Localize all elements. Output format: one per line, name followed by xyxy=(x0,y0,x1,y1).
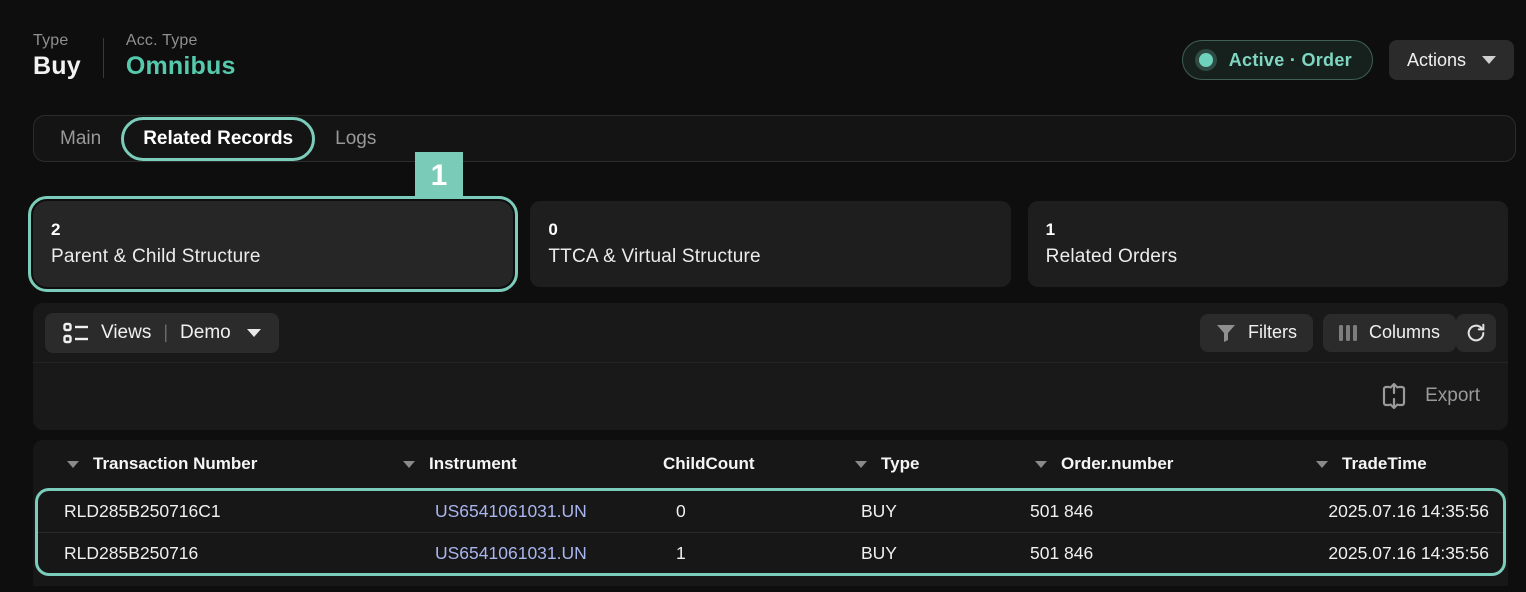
sort-caret-icon[interactable] xyxy=(1316,460,1328,468)
card-count: 1 xyxy=(1045,220,1056,239)
columns-button[interactable]: Columns xyxy=(1322,313,1456,352)
column-header-order-number[interactable]: Order.number xyxy=(1023,454,1308,474)
sort-caret-icon[interactable] xyxy=(67,460,79,468)
grid-toolbar-panel: Views | Demo Filters Columns xyxy=(33,303,1508,430)
export-button-label: Export xyxy=(1425,385,1480,406)
cell-type: BUY xyxy=(861,542,897,563)
type-value: Buy xyxy=(33,52,81,80)
column-header-transaction-number[interactable]: Transaction Number xyxy=(33,454,403,474)
sort-caret-icon[interactable] xyxy=(1035,460,1047,468)
cell-type: BUY xyxy=(861,501,897,521)
column-header-tradetime[interactable]: TradeTime xyxy=(1308,454,1508,474)
filters-button[interactable]: Filters xyxy=(1199,313,1313,352)
filters-button-label: Filters xyxy=(1247,322,1297,342)
export-icon xyxy=(1381,381,1407,411)
cell-instrument-link[interactable]: US6541061031.UN xyxy=(408,543,658,564)
card-label: Related Orders xyxy=(1045,246,1178,267)
cell-tradetime: 2025.07.16 14:35:56 xyxy=(1328,542,1489,563)
instrument-link[interactable]: US6541061031.UN xyxy=(435,542,587,563)
annotation-rows-highlight: RLD285B250716C1 US6541061031.UN 0 BUY 50… xyxy=(35,488,1506,576)
annotation-marker-1: 1 xyxy=(415,152,463,199)
type-field: Type Buy xyxy=(33,32,81,81)
status-badge: Active · Order xyxy=(1181,40,1373,80)
column-header-type[interactable]: Type xyxy=(843,454,1023,474)
views-label: Views xyxy=(101,321,152,343)
cell-transaction-number: RLD285B250716 xyxy=(64,542,199,563)
column-header-label: ChildCount xyxy=(663,454,755,473)
column-header-label: Instrument xyxy=(429,454,517,473)
card-label: Parent & Child Structure xyxy=(51,246,261,267)
cell-tradetime: 2025.07.16 14:35:56 xyxy=(1328,501,1489,521)
tab-main[interactable]: Main xyxy=(42,121,119,157)
export-button[interactable]: Export xyxy=(1381,381,1480,411)
instrument-link[interactable]: US6541061031.UN xyxy=(435,501,587,521)
columns-button-label: Columns xyxy=(1368,322,1440,342)
card-count: 0 xyxy=(548,220,558,239)
column-header-label: Order.number xyxy=(1061,454,1174,473)
cell-order-number: 501 846 xyxy=(1030,501,1094,521)
type-label: Type xyxy=(33,32,69,49)
grid-toolbar: Views | Demo Filters Columns xyxy=(33,303,1508,363)
card-related-orders[interactable]: 1 Related Orders xyxy=(1027,201,1508,287)
cell-order-number: 501 846 xyxy=(1030,542,1094,563)
related-records-table: Transaction Number Instrument ChildCount… xyxy=(33,440,1508,586)
acc-type-label: Acc. Type xyxy=(125,32,198,49)
status-dot-icon xyxy=(1194,49,1217,71)
views-list-icon xyxy=(63,322,89,344)
card-count: 2 xyxy=(51,220,61,239)
filter-funnel-icon xyxy=(1216,324,1236,342)
actions-button-label: Actions xyxy=(1406,49,1466,70)
column-header-label: Transaction Number xyxy=(93,454,258,473)
refresh-icon xyxy=(1465,322,1487,344)
table-header-row: Transaction Number Instrument ChildCount… xyxy=(33,440,1508,488)
header-actions: Active · Order Actions xyxy=(1181,40,1514,80)
tab-bar: Main Related Records Logs xyxy=(33,115,1516,162)
card-ttca-virtual-structure[interactable]: 0 TTCA & Virtual Structure xyxy=(530,201,1011,287)
cell-transaction-number: RLD285B250716C1 xyxy=(64,501,221,521)
table-row[interactable]: RLD285B250716C1 US6541061031.UN 0 BUY 50… xyxy=(38,491,1503,532)
status-badge-label: Active · Order xyxy=(1228,49,1352,70)
header-divider xyxy=(102,38,104,78)
cell-childcount: 0 xyxy=(676,501,686,521)
column-header-label: Type xyxy=(881,454,920,473)
export-row: Export xyxy=(33,363,1508,429)
sort-caret-icon[interactable] xyxy=(855,460,867,468)
card-parent-child-structure[interactable]: 2 Parent & Child Structure xyxy=(27,196,519,292)
chevron-down-icon xyxy=(246,328,261,337)
cell-childcount: 1 xyxy=(676,542,686,563)
table-row[interactable]: RLD285B250716 US6541061031.UN 1 BUY 501 … xyxy=(38,532,1503,573)
column-header-instrument[interactable]: Instrument xyxy=(403,454,653,474)
acc-type-value: Omnibus xyxy=(125,52,236,80)
views-selector[interactable]: Views | Demo xyxy=(45,312,279,353)
card-label: TTCA & Virtual Structure xyxy=(548,246,761,267)
chevron-down-icon xyxy=(1482,56,1496,64)
summary-cards: 2 Parent & Child Structure 0 TTCA & Virt… xyxy=(27,196,1508,292)
tab-logs[interactable]: Logs xyxy=(317,121,394,157)
views-selected-value: Demo xyxy=(180,321,231,343)
record-header: Type Buy Acc. Type Omnibus xyxy=(33,32,236,81)
refresh-button[interactable] xyxy=(1456,313,1496,352)
column-header-childcount[interactable]: ChildCount xyxy=(653,454,843,474)
cell-instrument-link[interactable]: US6541061031.UN xyxy=(408,501,658,522)
views-separator: | xyxy=(163,322,169,342)
acc-type-field: Acc. Type Omnibus xyxy=(126,32,236,81)
tab-related-records[interactable]: Related Records xyxy=(121,116,316,161)
column-header-label: TradeTime xyxy=(1342,454,1427,473)
columns-icon xyxy=(1338,324,1357,342)
actions-button[interactable]: Actions xyxy=(1388,40,1514,80)
sort-caret-icon[interactable] xyxy=(403,460,415,468)
